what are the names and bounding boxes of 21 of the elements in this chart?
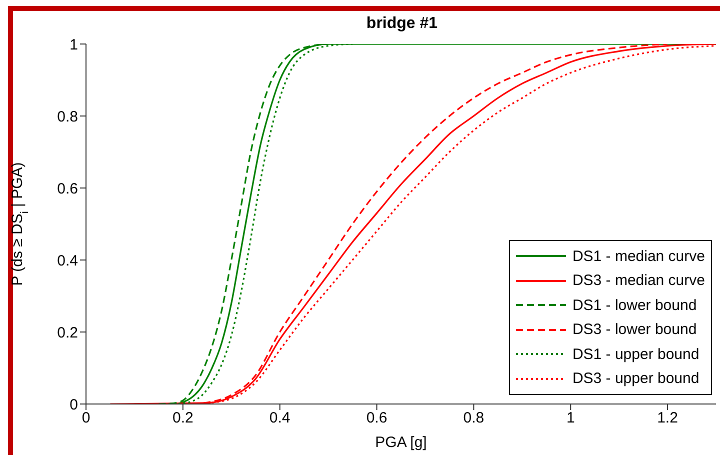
y-tick-label: 0.2 <box>57 324 78 342</box>
x-tick-label: 1 <box>566 410 575 427</box>
chart-title: bridge #1 <box>366 15 438 32</box>
y-tick-label: 0.8 <box>57 108 78 126</box>
legend-label: DS3 - upper bound <box>572 370 700 388</box>
y-tick-label: 0.4 <box>57 252 78 270</box>
x-tick-label: 0.2 <box>172 410 194 427</box>
legend-label: DS3 - lower bound <box>572 321 697 338</box>
x-tick-label: 0.6 <box>366 410 388 427</box>
x-tick-label: 0.4 <box>269 410 290 427</box>
legend-label: DS1 - median curve <box>572 248 705 265</box>
x-axis-title: PGA [g] <box>375 434 427 451</box>
legend-label: DS1 - upper bound <box>572 346 700 363</box>
x-tick-label: 0.8 <box>463 410 484 427</box>
y-tick-label: 1 <box>70 36 78 54</box>
y-tick-label: 0.6 <box>57 180 78 198</box>
x-tick-label: 0 <box>82 410 90 427</box>
legend-label: DS1 - lower bound <box>572 296 697 314</box>
x-tick-label: 1.2 <box>657 410 678 427</box>
legend-label: DS3 - median curve <box>572 272 705 290</box>
y-tick-label: 0 <box>70 396 78 414</box>
